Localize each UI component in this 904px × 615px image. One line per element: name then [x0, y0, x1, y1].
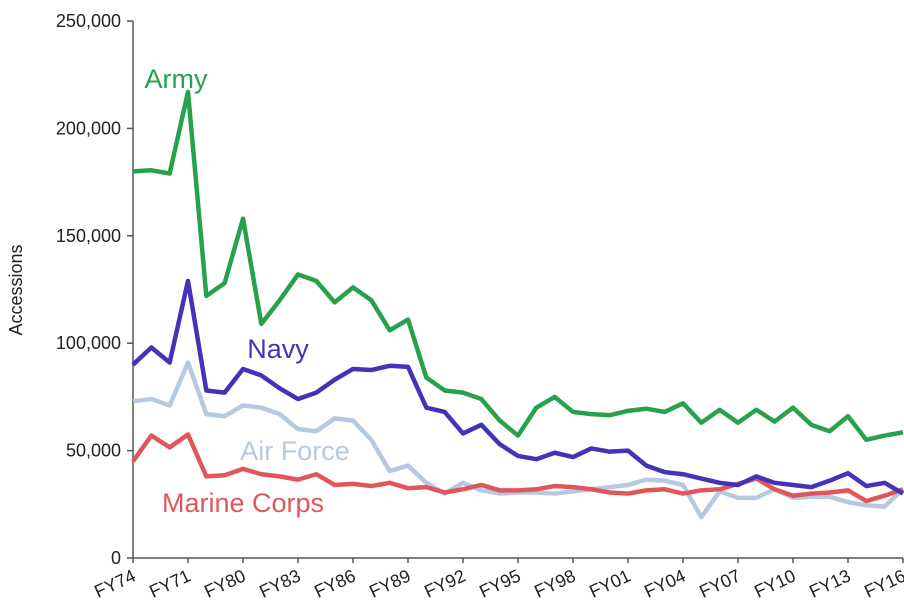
x-tick-label: FY98: [531, 565, 578, 601]
y-tick-label: 50,000: [66, 441, 121, 461]
x-tick-label: FY10: [751, 565, 798, 601]
series-line: [131, 432, 904, 504]
x-tick-label: FY71: [146, 565, 193, 601]
y-tick-label: 250,000: [56, 11, 121, 31]
x-tick-label: FY07: [696, 565, 743, 601]
x-tick-label: FY83: [256, 565, 303, 601]
x-tick-label: FY16: [861, 565, 904, 601]
x-tick-label: FY01: [586, 565, 633, 601]
x-tick-label: FY74: [91, 565, 138, 601]
x-tick-label: FY86: [311, 565, 358, 601]
x-tick-label: FY92: [421, 565, 468, 601]
x-tick-label: FY80: [201, 565, 248, 601]
x-tick-label: FY04: [641, 565, 688, 601]
y-tick-label: 200,000: [56, 118, 121, 138]
y-tick-label: 0: [111, 548, 121, 568]
series-line: [131, 278, 904, 496]
x-tick-label: FY95: [476, 565, 523, 601]
y-axis-label: Accessions: [6, 244, 26, 335]
x-tick-label: FY89: [366, 565, 413, 601]
y-tick-label: 150,000: [56, 226, 121, 246]
x-tick-label: FY13: [806, 565, 853, 601]
series-label: Marine Corps: [162, 488, 324, 518]
y-tick-label: 100,000: [56, 333, 121, 353]
series-label: Air Force: [240, 436, 350, 466]
series-label: Navy: [247, 334, 309, 364]
series-line: [132, 89, 904, 443]
series-label: Army: [145, 64, 208, 94]
